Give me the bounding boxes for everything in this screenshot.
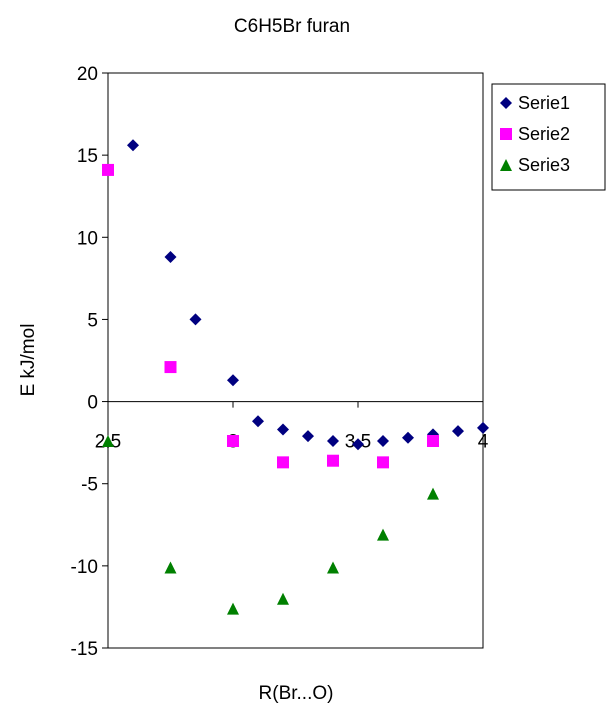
plot-frame	[107, 72, 484, 649]
serie2-point	[377, 456, 389, 469]
serie1-point	[377, 435, 389, 447]
serie1-point	[477, 421, 489, 434]
serie1-point	[302, 430, 314, 443]
legend-label-3: Serie3	[518, 155, 570, 175]
serie3-point	[377, 528, 389, 541]
x-axis-title: R(Br...O)	[259, 683, 334, 704]
serie1-point	[352, 438, 364, 451]
y-tick-label: 20	[77, 64, 98, 85]
series-3	[102, 435, 439, 615]
y-tick-label: 15	[77, 146, 98, 167]
plot-area	[107, 72, 484, 649]
y-axis-title: E kJ/mol	[18, 324, 39, 397]
serie3-point	[327, 561, 339, 574]
serie1-point	[252, 415, 264, 428]
legend-marker-3	[500, 159, 512, 171]
serie3-point	[102, 435, 114, 447]
serie1-point	[227, 374, 239, 387]
legend-label-1: Serie1	[518, 93, 570, 113]
serie1-point	[402, 431, 414, 444]
serie1-point	[164, 251, 177, 263]
legend-marker-1	[500, 97, 512, 109]
chart-title: C6H5Br furan	[234, 16, 350, 37]
series-1	[127, 139, 489, 451]
x-tick-label: 4	[478, 432, 489, 453]
serie1-point	[327, 435, 339, 447]
y-tick-label: 0	[87, 393, 98, 414]
legend: Serie1 Serie2 Serie3	[491, 83, 606, 191]
y-tick-label: -15	[71, 639, 98, 660]
serie1-point	[189, 313, 202, 326]
serie3-point	[277, 592, 289, 605]
serie2-point	[227, 435, 239, 447]
data-marks	[102, 139, 489, 615]
serie2-point	[327, 454, 339, 467]
y-tick-label: 10	[77, 228, 98, 249]
y-axis: 20 15 10 5 0 -5 -10 -15	[71, 64, 108, 660]
serie1-point	[127, 139, 139, 152]
y-tick-label: -5	[81, 475, 98, 496]
serie2-point	[102, 163, 114, 176]
serie1-point	[277, 423, 289, 436]
legend-label-2: Serie2	[518, 124, 570, 144]
serie3-point	[164, 561, 177, 574]
series-2	[102, 163, 439, 469]
y-tick-label: -10	[71, 557, 98, 578]
serie3-point	[227, 602, 239, 615]
serie2-point	[427, 435, 439, 447]
serie1-point	[452, 425, 464, 438]
y-tick-label: 5	[87, 310, 98, 331]
legend-marker-2	[500, 128, 512, 140]
serie2-point	[164, 361, 177, 374]
serie2-point	[277, 456, 289, 469]
serie3-point	[427, 487, 439, 500]
